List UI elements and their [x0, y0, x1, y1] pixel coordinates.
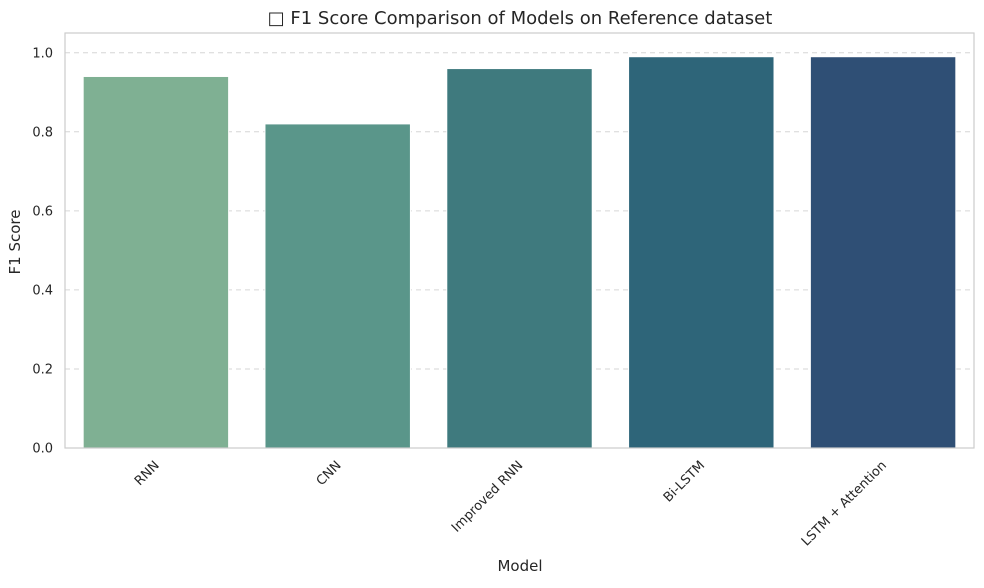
y-tick-label: 0.8 — [32, 125, 53, 140]
bar-improved-rnn — [446, 68, 593, 449]
x-axis-ticks: RNN CNN Improved RNN Bi-LSTM LSTM + Attentio… — [132, 458, 890, 549]
y-tick-label: 0.6 — [32, 204, 53, 219]
y-tick-label: 0.4 — [32, 283, 53, 298]
y-tick-label: 1.0 — [32, 46, 53, 61]
plot-frame — [64, 32, 975, 449]
y-axis-ticks: 0.0 0.2 0.4 0.6 0.8 1.0 — [32, 46, 53, 456]
bar-cnn — [264, 123, 411, 449]
x-tick-label: Improved RNN — [449, 458, 526, 535]
bar-lstm-attention — [809, 56, 957, 449]
y-axis-label: F1 Score — [6, 210, 24, 275]
x-axis-label: Model — [497, 557, 542, 575]
bars — [82, 56, 957, 449]
bar-rnn — [82, 75, 230, 449]
y-tick-label: 0.2 — [32, 362, 53, 377]
x-tick-label: CNN — [314, 458, 345, 489]
bar-bi-lstm — [628, 56, 775, 449]
x-tick-label: Bi-LSTM — [661, 458, 708, 505]
x-tick-label: LSTM + Attention — [799, 458, 890, 549]
y-tick-label: 0.0 — [32, 442, 53, 457]
x-tick-label: RNN — [132, 458, 163, 489]
chart-title: □ F1 Score Comparison of Models on Refer… — [268, 8, 773, 29]
